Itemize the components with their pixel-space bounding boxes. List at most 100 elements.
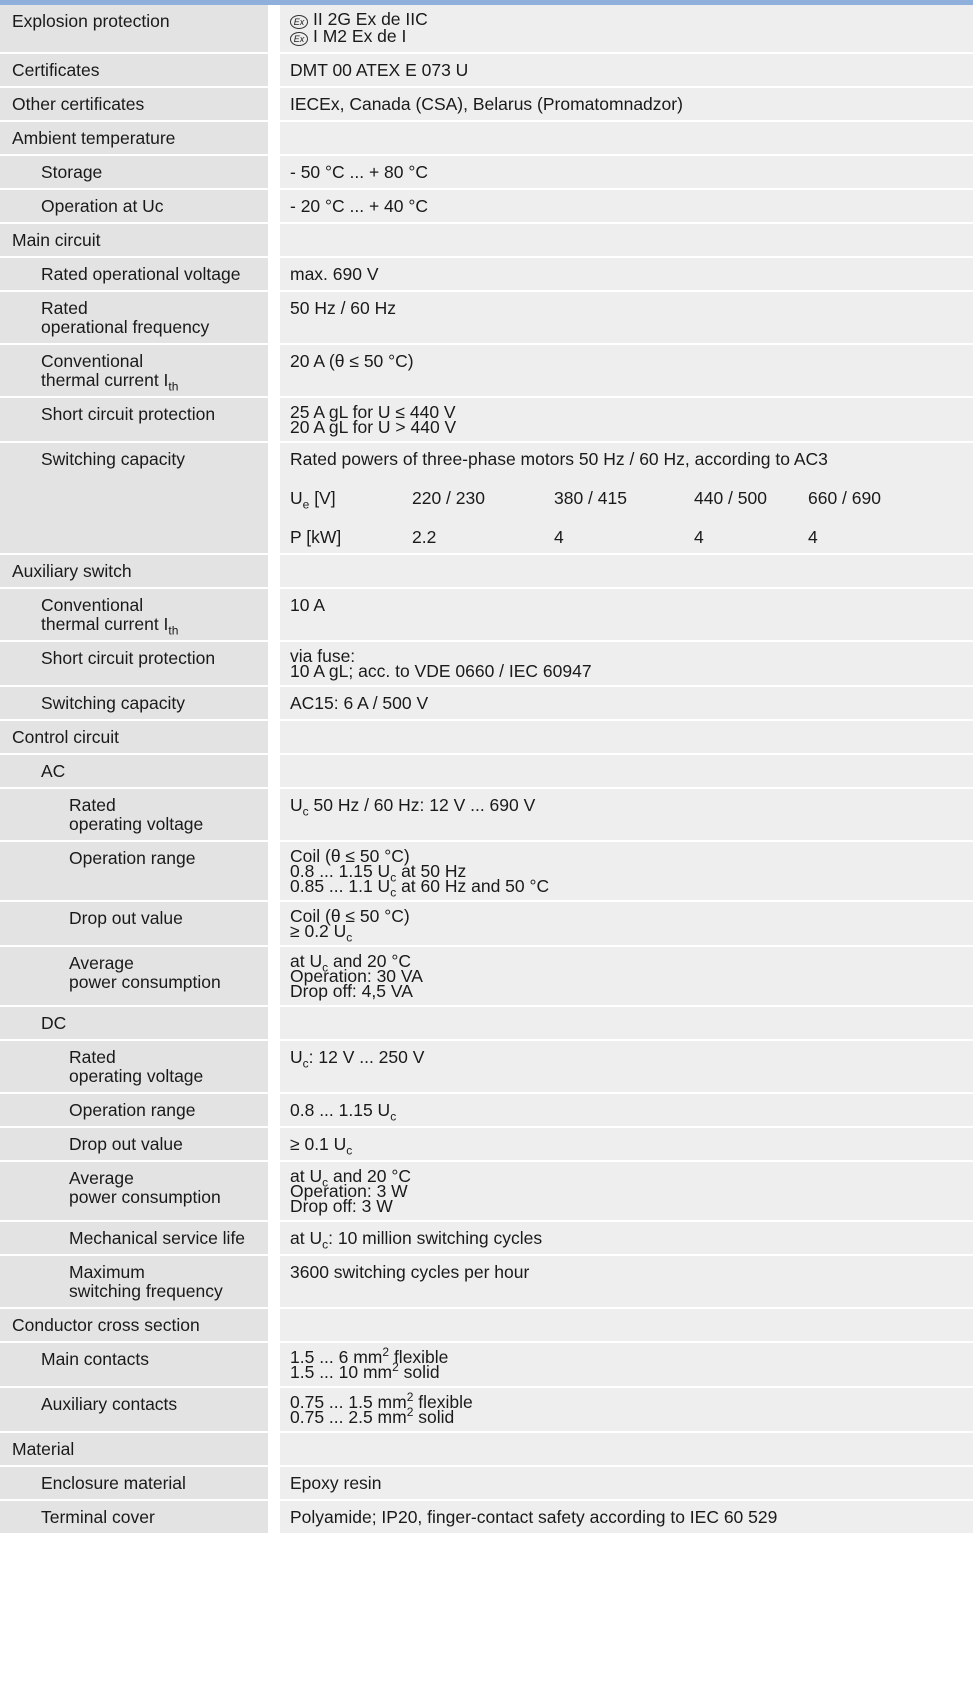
column-separator <box>268 54 280 86</box>
spec-value-line: Operation: 30 VA <box>290 967 973 985</box>
spec-label: Storage <box>0 156 268 188</box>
spec-row-auxiliary-switch: Auxiliary switch <box>0 555 973 589</box>
spec-value-text: 1.5 ... 10 mm2 solid <box>290 1360 440 1382</box>
spec-label: Material <box>0 1433 268 1465</box>
spec-label: Conventional thermal current Ith <box>0 589 268 640</box>
spec-value-line: 10 A <box>290 596 973 615</box>
column-separator <box>268 721 280 753</box>
spec-row-material: Material <box>0 1433 973 1467</box>
column-separator <box>268 1162 280 1220</box>
spec-row-operation-at-uc: Operation at Uc - 20 °C ... + 40 °C <box>0 190 973 224</box>
spec-value-text: Uc: 12 V ... 250 V <box>290 1047 425 1071</box>
spec-value-text: 0.85 ... 1.1 Uc at 60 Hz and 50 °C <box>290 876 550 900</box>
spec-value-line: 0.75 ... 1.5 mm2 flexible <box>290 1390 973 1412</box>
spec-row-rated-operational-voltage: Rated operational voltage max. 690 V <box>0 258 973 292</box>
spec-row-conductor-cross-section: Conductor cross section <box>0 1309 973 1343</box>
spec-label: Ambient temperature <box>0 122 268 154</box>
spec-value: - 20 °C ... + 40 °C <box>280 190 973 222</box>
spec-label: Conventional thermal current Ith <box>0 345 268 396</box>
column-separator <box>268 842 280 900</box>
spec-row-rated-operating-voltage: Rated operating voltage Uc: 12 V ... 250 V <box>0 1041 973 1094</box>
spec-value: 0.75 ... 1.5 mm2 flexible 0.75 ... 2.5 mm… <box>280 1388 973 1431</box>
spec-row-explosion-protection: Explosion protection Ex II 2G Ex de IIC Ex I… <box>0 5 973 54</box>
spec-value-text: 0.75 ... 1.5 mm2 flexible <box>290 1390 473 1412</box>
spec-value-text: Uc 50 Hz / 60 Hz: 12 V ... 690 V <box>290 795 536 819</box>
column-separator <box>268 190 280 222</box>
motor-power-cell: 440 / 500 <box>694 488 767 508</box>
spec-value <box>280 1007 973 1039</box>
spec-value-line: Uc 50 Hz / 60 Hz: 12 V ... 690 V <box>290 795 973 819</box>
spec-label: Average power consumption <box>0 1162 268 1220</box>
spec-value: at Uc: 10 million switching cycles <box>280 1222 973 1254</box>
spec-label: Switching capacity <box>0 443 268 553</box>
spec-value: 10 A <box>280 589 973 640</box>
spec-value-line: Uc: 12 V ... 250 V <box>290 1047 973 1071</box>
spec-value <box>280 122 973 154</box>
spec-value-text: 0.75 ... 2.5 mm2 solid <box>290 1405 455 1427</box>
spec-label: Short circuit protection <box>0 398 268 441</box>
column-separator <box>268 589 280 640</box>
motor-power-header-row: Ue [V] 220 / 230 380 / 415 440 / 500 660 / 6… <box>290 488 973 512</box>
column-separator <box>268 1433 280 1465</box>
spec-row-drop-out-value: Drop out value Coil (θ ≤ 50 °C) ≥ 0.2 Uc <box>0 902 973 947</box>
spec-value: at Uc and 20 °C Operation: 30 VA Drop off:… <box>280 947 973 1005</box>
column-separator <box>268 555 280 587</box>
spec-value-text: 3600 switching cycles per hour <box>290 1262 530 1282</box>
spec-value: 50 Hz / 60 Hz <box>280 292 973 343</box>
spec-value-text: - 50 °C ... + 80 °C <box>290 162 429 182</box>
spec-value-line: Ex I M2 Ex de I <box>290 27 973 46</box>
spec-value-line: Rated powers of three-phase motors 50 Hz… <box>290 450 973 469</box>
spec-value: 3600 switching cycles per hour <box>280 1256 973 1307</box>
spec-value-line: 25 A gL for U ≤ 440 V <box>290 402 973 422</box>
spec-value <box>280 1433 973 1465</box>
spec-label: AC <box>0 755 268 787</box>
column-separator <box>268 345 280 396</box>
spec-value-line: Drop off: 4,5 VA <box>290 981 973 1001</box>
spec-value-text: Operation: 3 W <box>290 1181 408 1201</box>
column-separator <box>268 122 280 154</box>
spec-row-short-circuit-protection: Short circuit protection via fuse: 10 A gL… <box>0 642 973 687</box>
spec-label: Conductor cross section <box>0 1309 268 1341</box>
column-separator <box>268 1501 280 1533</box>
spec-value: DMT 00 ATEX E 073 U <box>280 54 973 86</box>
motor-power-cell: Ue [V] <box>290 488 336 512</box>
spec-value-text: ≥ 0.2 Uc <box>290 921 353 945</box>
spec-row-average-power-consumption: Average power consumption at Uc and 20 °C O… <box>0 1162 973 1222</box>
spec-value-text: Coil (θ ≤ 50 °C) <box>290 906 410 926</box>
spec-value-text: Drop off: 4,5 VA <box>290 981 413 1001</box>
spec-row-rated-operational-frequency: Rated operational frequency 50 Hz / 60 Hz <box>0 292 973 345</box>
column-separator <box>268 1094 280 1126</box>
spec-value <box>280 555 973 587</box>
spec-value-text: max. 690 V <box>290 264 379 284</box>
spec-label: Rated operating voltage <box>0 789 268 840</box>
spec-value: Rated powers of three-phase motors 50 Hz… <box>280 443 973 553</box>
spec-value <box>280 224 973 256</box>
spec-row-main-contacts: Main contacts 1.5 ... 6 mm2 flexible 1.5 .… <box>0 1343 973 1388</box>
spec-value-text: 10 A gL; acc. to VDE 0660 / IEC 60947 <box>290 661 592 681</box>
spec-value-text: 0.8 ... 1.15 Uc <box>290 1100 397 1124</box>
spec-value-line: - 50 °C ... + 80 °C <box>290 163 973 182</box>
column-separator <box>268 947 280 1005</box>
spec-value-text: Coil (θ ≤ 50 °C) <box>290 846 410 866</box>
spec-value: Uc: 12 V ... 250 V <box>280 1041 973 1092</box>
spec-value-text: 0.8 ... 1.15 Uc at 50 Hz <box>290 861 467 885</box>
column-separator <box>268 1007 280 1039</box>
spec-value-line: IECEx, Canada (CSA), Belarus (Promatomna… <box>290 95 973 114</box>
spec-value: Coil (θ ≤ 50 °C) ≥ 0.2 Uc <box>280 902 973 945</box>
spec-value: Epoxy resin <box>280 1467 973 1499</box>
motor-power-cell: 220 / 230 <box>412 488 485 508</box>
spec-value-line: ≥ 0.2 Uc <box>290 921 973 945</box>
motor-power-cell: 4 <box>694 527 704 547</box>
spec-row-drop-out-value: Drop out value ≥ 0.1 Uc <box>0 1128 973 1162</box>
motor-power-cell: P [kW] <box>290 527 342 547</box>
spec-value-text: ≥ 0.1 Uc <box>290 1134 353 1158</box>
spec-value-text: 25 A gL for U ≤ 440 V <box>290 402 456 422</box>
column-separator <box>268 642 280 685</box>
spec-value-text: at Uc and 20 °C <box>290 1166 411 1190</box>
spec-value-text: 20 A gL for U > 440 V <box>290 417 457 437</box>
column-separator <box>268 902 280 945</box>
spec-value: at Uc and 20 °C Operation: 3 W Drop off: 3… <box>280 1162 973 1220</box>
spec-row-conventional-thermal-current-ith: Conventional thermal current Ith 20 A (θ ≤… <box>0 345 973 398</box>
spec-label: Rated operational frequency <box>0 292 268 343</box>
